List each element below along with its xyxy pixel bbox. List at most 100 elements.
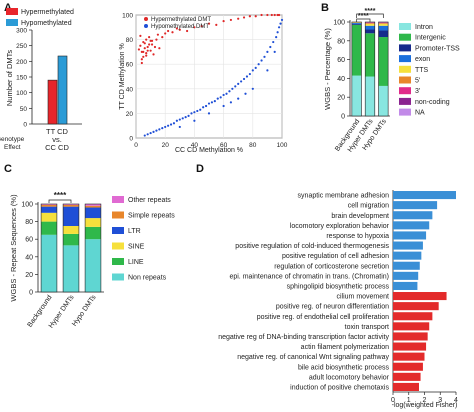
c-legend-label: Other repeats [128, 197, 171, 204]
c-bar-segment [41, 221, 57, 235]
d-category-label: brain development [331, 213, 389, 220]
scatter-point-hypo [184, 115, 187, 119]
b-bar-segment [365, 23, 375, 26]
a-legend-swatch [6, 8, 18, 15]
c-bar-segment [85, 239, 101, 292]
scatter-point-hypo [257, 63, 260, 66]
scatter-point-hyper [266, 13, 269, 17]
scatter-point-hyper [140, 61, 143, 65]
b-legend-label: NA [415, 110, 425, 117]
scatter-point-hypo [219, 96, 222, 99]
scatter-point-hypo [260, 59, 263, 62]
b-bar-segment [378, 30, 389, 38]
d-bar [393, 352, 425, 361]
b-bar-segment [378, 37, 389, 86]
d-category-label: positive reg. of neuron differentiation [276, 304, 389, 311]
scatter-point-hyper [175, 27, 178, 30]
c-y-tick-label: 20 [25, 272, 33, 279]
d-bar [393, 382, 419, 391]
b-bar-segment [378, 23, 389, 24]
scatter-point-hyper [207, 22, 211, 25]
b-bar-segment [365, 23, 375, 24]
d-bar [393, 292, 447, 301]
c-legend-label: LINE [128, 259, 144, 266]
b-legend-label: exon [415, 56, 430, 63]
scatter-legend-marker [144, 17, 148, 21]
scatter-point-hyper [215, 23, 218, 26]
scatter-point-hypo [272, 40, 275, 44]
b-y-tick-label: 40 [337, 76, 345, 83]
scatter-point-hypo [216, 97, 219, 100]
c-bar-segment [41, 206, 57, 213]
d-category-label: positive reg. of endothelial cell prolif… [257, 314, 389, 321]
b-bar-segment [378, 25, 389, 31]
c-bar-outline [84, 203, 102, 293]
a-x-label-line: vs. [52, 135, 62, 144]
scatter-point-hyper [142, 50, 145, 54]
a-x-label-line: TT CD [46, 127, 69, 136]
d-bar [393, 201, 438, 210]
d-bar [393, 221, 430, 230]
scatter-point-hyper [137, 48, 141, 51]
c-y-tick-label: 60 [25, 237, 33, 244]
scatter-point-hyper [156, 33, 159, 36]
scatter-point-hypo [155, 129, 158, 132]
c-y-tick-label: 80 [25, 219, 33, 226]
d-category-label: regulation of corticosterone secretion [274, 263, 389, 270]
b-significance-label: **** [365, 8, 376, 15]
scatter-point-hypo [266, 50, 269, 54]
d-x-tick-label: 2 [423, 397, 427, 404]
c-legend-swatch [112, 242, 124, 250]
scatter-point-hyper [140, 58, 143, 61]
scatter-point-hyper [146, 49, 149, 52]
scatter-point-hyper [178, 28, 181, 31]
d-x-tick-label: 3 [438, 397, 442, 404]
b-legend-label: Intron [415, 24, 433, 31]
scatter-point-hyper [146, 45, 149, 49]
b-legend-swatch [399, 97, 411, 105]
b-bar-segment [351, 22, 362, 24]
d-category-label: sphingolipid biosynthetic process [287, 283, 390, 290]
a-y-tick-label: 50 [20, 106, 28, 113]
scatter-point-hypo [277, 26, 281, 29]
scatter-point-hyper [161, 36, 164, 39]
c-legend-label: Non repeats [128, 275, 167, 282]
d-category-label: synaptic membrane adhesion [298, 193, 390, 200]
c-y-tick-label: 0 [29, 290, 33, 297]
b-bar-segment [365, 29, 375, 34]
scatter-point-hypo [146, 133, 149, 136]
panel-letter-b: B [321, 2, 329, 14]
b-legend-swatch [399, 76, 411, 84]
scatter-point-hyper [237, 17, 240, 20]
scatter-point-hypo [181, 117, 184, 120]
scatter-point-hypo [207, 102, 211, 105]
b-legend-swatch [399, 23, 411, 30]
b-bar-segment [365, 33, 375, 77]
scatter-point-hypo [229, 101, 232, 104]
c-bar-outline [40, 203, 58, 293]
scatter-point-hyper [200, 24, 203, 28]
c-bar-segment [85, 207, 101, 219]
c-y-axis-label: WGBS - Repeat Sequences (%) [9, 194, 18, 302]
c-legend-swatch [112, 227, 124, 234]
b-bar-segment [351, 23, 362, 25]
c-bar-segment [41, 204, 57, 205]
d-category-label: toxin transport [345, 324, 389, 331]
a-y-tick-label: 300 [16, 28, 27, 35]
scatter-point-hyper [171, 31, 174, 34]
c-bar-outline [62, 203, 80, 293]
d-category-label: negative reg. of canonical Wnt signaling… [237, 354, 389, 361]
a-bar-hypomethylated [57, 55, 68, 125]
scatter-point-hypo [143, 134, 146, 137]
b-legend-label: 3' [415, 88, 420, 95]
c-legend-label: SINE [128, 244, 145, 251]
scatter-point-hypo [204, 104, 208, 108]
a-y-tick-label: 150 [16, 75, 27, 82]
scatter-y-axis-label: TT CD Methylation % [119, 43, 126, 109]
b-y-tick-label: 60 [337, 57, 345, 64]
b-bar-segment [378, 85, 389, 116]
scatter-point-hyper [277, 13, 281, 17]
d-x-axis-label: -log(weighted Fisher) [392, 402, 458, 409]
scatter-point-hypo [202, 106, 205, 109]
